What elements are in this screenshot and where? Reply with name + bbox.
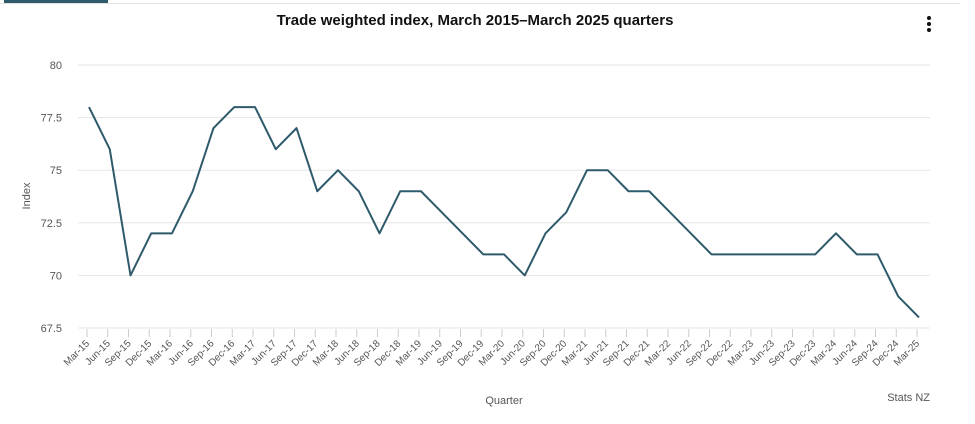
data-point[interactable] (854, 251, 860, 257)
data-point[interactable] (543, 230, 549, 236)
y-tick-label: 80 (50, 60, 62, 72)
data-point[interactable] (356, 188, 362, 194)
data-point[interactable] (522, 272, 528, 278)
data-point[interactable] (895, 293, 901, 299)
data-point[interactable] (190, 188, 196, 194)
y-tick-label: 77.5 (41, 113, 62, 125)
data-point[interactable] (107, 146, 113, 152)
data-point[interactable] (667, 209, 673, 215)
data-point[interactable] (169, 230, 175, 236)
tab-underline (0, 3, 960, 4)
data-point[interactable] (148, 230, 154, 236)
data-point[interactable] (273, 146, 279, 152)
data-point[interactable] (875, 251, 881, 257)
data-point[interactable] (335, 167, 341, 173)
y-tick-label: 67.5 (41, 323, 62, 335)
data-point[interactable] (252, 104, 258, 110)
chart-title: Trade weighted index, March 2015–March 2… (276, 12, 674, 29)
data-point[interactable] (688, 230, 694, 236)
data-point[interactable] (294, 125, 300, 131)
active-tab-indicator[interactable] (4, 0, 108, 3)
data-point[interactable] (128, 272, 134, 278)
data-point[interactable] (418, 188, 424, 194)
data-point[interactable] (460, 230, 466, 236)
y-axis-label: Index (21, 182, 33, 209)
data-point[interactable] (833, 230, 839, 236)
data-point[interactable] (646, 188, 652, 194)
more-options-icon[interactable] (922, 14, 936, 38)
y-tick-label: 70 (50, 270, 62, 282)
data-point[interactable] (750, 251, 756, 257)
data-point[interactable] (314, 188, 320, 194)
data-point[interactable] (211, 125, 217, 131)
data-point[interactable] (480, 251, 486, 257)
data-point[interactable] (86, 104, 92, 110)
data-point[interactable] (709, 251, 715, 257)
series-line-index (88, 106, 920, 319)
data-point[interactable] (397, 188, 403, 194)
data-point[interactable] (771, 251, 777, 257)
data-point[interactable] (626, 188, 632, 194)
y-tick-label: 72.5 (41, 218, 62, 230)
data-point[interactable] (812, 251, 818, 257)
data-point[interactable] (729, 251, 735, 257)
data-point[interactable] (584, 167, 590, 173)
data-point[interactable] (231, 104, 237, 110)
data-point[interactable] (501, 251, 507, 257)
y-tick-label: 75 (50, 165, 62, 177)
source-label: Stats NZ (887, 392, 930, 404)
data-point[interactable] (605, 167, 611, 173)
data-point[interactable] (439, 209, 445, 215)
data-point[interactable] (377, 230, 383, 236)
data-point[interactable] (792, 251, 798, 257)
data-point[interactable] (916, 314, 922, 320)
x-axis-label: Quarter (485, 395, 523, 407)
data-point[interactable] (563, 209, 569, 215)
